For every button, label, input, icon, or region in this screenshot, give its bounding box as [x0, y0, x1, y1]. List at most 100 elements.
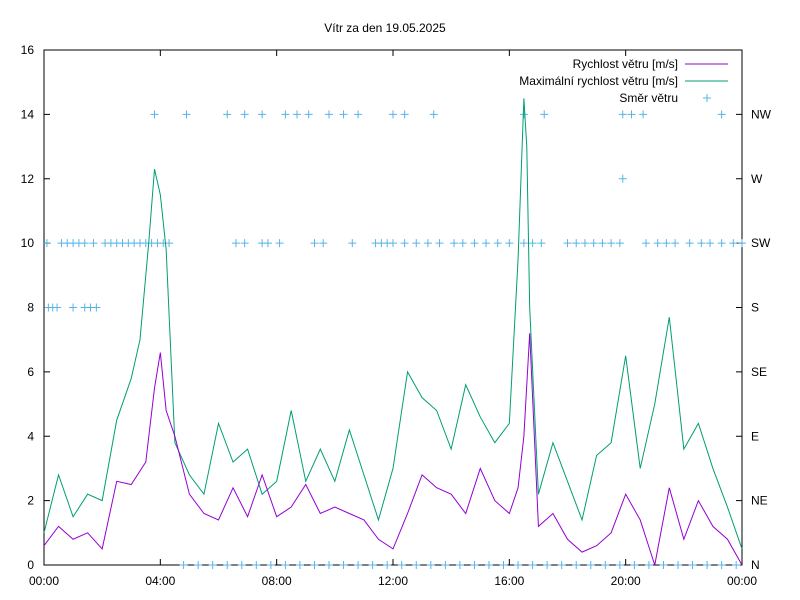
direction-point [688, 561, 697, 569]
x-tick-label: 04:00 [145, 574, 175, 588]
x-tick-label: 12:00 [378, 574, 408, 588]
direction-point [182, 110, 191, 119]
direction-point [368, 561, 377, 569]
direction-point [237, 561, 246, 569]
direction-point [685, 239, 694, 248]
direction-point [607, 239, 616, 248]
y-tick-label: 16 [21, 43, 35, 57]
direction-point [223, 110, 232, 119]
direction-point [514, 561, 523, 569]
gust-line [43, 98, 743, 550]
direction-point [400, 239, 409, 248]
direction-point [615, 239, 624, 248]
direction-point [42, 239, 51, 248]
direction-point [470, 561, 479, 569]
y2-tick-label: E [751, 429, 759, 443]
x-axis: 00:00 04:00 08:00 12:00 16:00 20:00 00:00 [29, 50, 757, 588]
direction-point [543, 561, 552, 569]
direction-point [266, 561, 275, 569]
direction-point [706, 239, 715, 248]
y-axis-left: 0 2 4 6 8 10 12 14 16 [21, 43, 50, 572]
direction-point [470, 239, 479, 248]
direction-point [354, 110, 363, 119]
direction-point [310, 239, 319, 248]
direction-point [389, 110, 397, 119]
direction-point [563, 239, 572, 248]
y2-tick-label: W [751, 172, 763, 186]
y-tick-label: 14 [21, 107, 35, 121]
y-tick-label: 8 [27, 301, 34, 315]
x-tick-label: 20:00 [611, 574, 641, 588]
direction-point [697, 239, 706, 248]
plot-frame [43, 49, 743, 566]
y2-tick-label: NW [751, 107, 772, 121]
direction-point [671, 239, 680, 248]
direction-point [505, 239, 514, 248]
direction-point [659, 561, 668, 569]
direction-point [732, 561, 741, 569]
direction-point [80, 239, 89, 248]
direction-point [281, 561, 290, 569]
direction-point [598, 239, 607, 248]
direction-point [482, 239, 491, 248]
legend: Rychlost větru [m/s] Maximální rychlost v… [519, 57, 728, 105]
direction-point [281, 110, 290, 119]
x-tick-label: 16:00 [494, 574, 524, 588]
y-tick-label: 6 [27, 365, 34, 379]
direction-point [717, 110, 726, 119]
direction-point [662, 239, 671, 248]
direction-point [423, 239, 432, 248]
direction-point [339, 561, 348, 569]
direction-point [557, 561, 566, 569]
direction-point [263, 239, 272, 248]
direction-point [240, 239, 249, 248]
direction-point [627, 110, 636, 119]
y-tick-label: 2 [27, 494, 34, 508]
direction-point [519, 239, 528, 248]
direction-point [528, 239, 537, 248]
direction-point [639, 110, 648, 119]
direction-point [618, 110, 627, 119]
direction-point [458, 239, 467, 248]
direction-point [223, 561, 232, 569]
legend-label: Rychlost větru [m/s] [573, 57, 678, 71]
direction-point [429, 110, 438, 119]
direction-point [389, 239, 397, 248]
direction-point [194, 561, 203, 569]
direction-point [165, 239, 174, 248]
direction-point [53, 303, 62, 312]
direction-point [208, 561, 217, 569]
direction-point [412, 239, 421, 248]
y2-tick-label: SE [751, 365, 767, 379]
direction-point [304, 110, 313, 119]
y-tick-label: 10 [21, 236, 35, 250]
direction-point [717, 239, 726, 248]
direction-point [275, 239, 284, 248]
direction-point [412, 561, 421, 569]
direction-point [252, 561, 261, 569]
direction-point [499, 561, 508, 569]
direction-point [450, 239, 459, 248]
direction-point [717, 561, 726, 569]
direction-point [426, 561, 435, 569]
direction-point [589, 239, 598, 248]
direction-point [69, 303, 78, 312]
direction-point [493, 239, 502, 248]
direction-point [325, 110, 334, 119]
legend-label: Směr větru [619, 91, 678, 105]
direction-point [240, 110, 249, 119]
direction-point [295, 561, 304, 569]
series-layer [42, 98, 746, 569]
direction-point [383, 561, 392, 569]
legend-swatch [703, 94, 711, 102]
direction-point [630, 561, 639, 569]
direction-point [293, 110, 302, 119]
direction-point [653, 239, 662, 248]
y-tick-label: 12 [21, 172, 35, 186]
direction-point [397, 561, 406, 569]
direction-point [150, 110, 159, 119]
y2-tick-label: NE [751, 494, 768, 508]
x-tick-label: 08:00 [262, 574, 292, 588]
direction-point [540, 110, 549, 119]
direction-point [325, 561, 334, 569]
